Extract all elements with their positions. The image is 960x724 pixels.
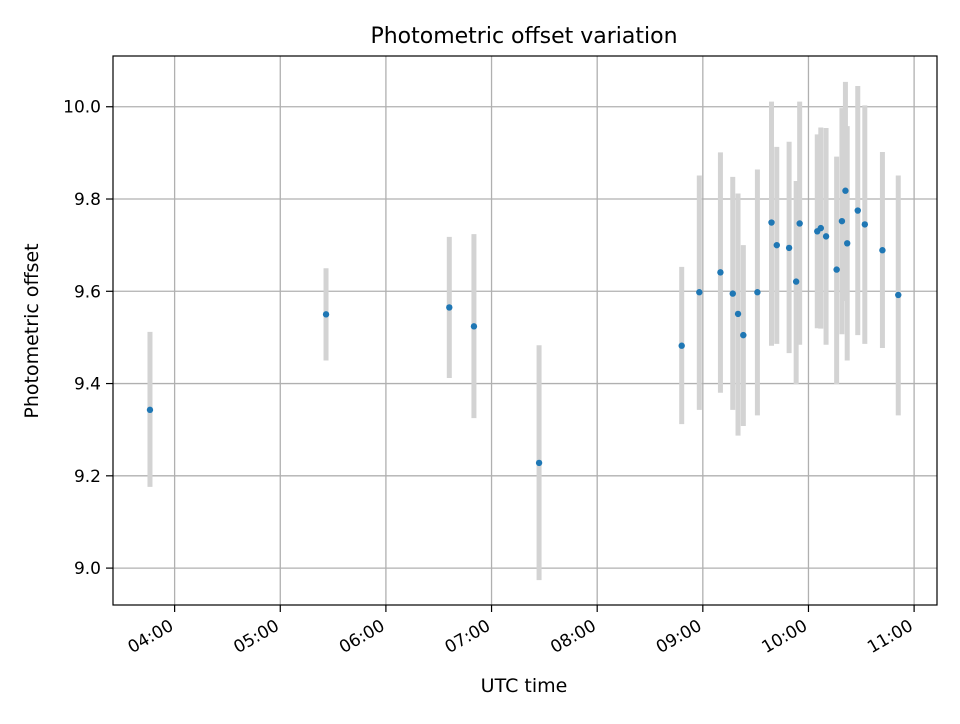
- y-tick-label: 9.6: [74, 282, 101, 302]
- data-point: [734, 310, 742, 318]
- data-point: [729, 290, 736, 297]
- data-point: [817, 224, 824, 232]
- data-point: [740, 331, 747, 339]
- plot-frame: [112, 55, 938, 606]
- data-point: [842, 187, 849, 194]
- data-point: [785, 244, 793, 252]
- data-points: [146, 187, 902, 467]
- data-point: [768, 219, 775, 226]
- y-tick-label: 9.8: [74, 190, 101, 210]
- data-point: [146, 406, 154, 414]
- data-point: [796, 220, 803, 227]
- data-point: [833, 266, 840, 273]
- data-point: [895, 291, 902, 299]
- x-axis-label: UTC time: [481, 675, 568, 697]
- data-point: [717, 269, 724, 276]
- data-point: [879, 247, 886, 254]
- data-point: [446, 304, 453, 311]
- y-tick-label: 9.4: [74, 375, 101, 395]
- chart-title: Photometric offset variation: [370, 24, 677, 49]
- data-point: [773, 241, 780, 249]
- data-point: [822, 233, 830, 240]
- y-tick-label: 9.0: [74, 559, 101, 579]
- data-point: [861, 221, 869, 228]
- data-point: [854, 207, 861, 214]
- y-tick-label: 10.0: [63, 98, 101, 118]
- data-point: [844, 240, 851, 247]
- y-axis: 9.0 9.2 9.4 9.6 9.8 10.0: [63, 98, 113, 579]
- y-tick-label: 9.2: [74, 467, 101, 487]
- data-point: [696, 289, 703, 296]
- data-point: [535, 459, 543, 467]
- y-axis-label: Photometric offset: [21, 243, 43, 418]
- data-point: [792, 278, 800, 285]
- data-point: [838, 217, 846, 225]
- data-point: [322, 311, 330, 318]
- data-point: [678, 342, 685, 349]
- data-point: [754, 289, 761, 296]
- data-point: [470, 323, 478, 330]
